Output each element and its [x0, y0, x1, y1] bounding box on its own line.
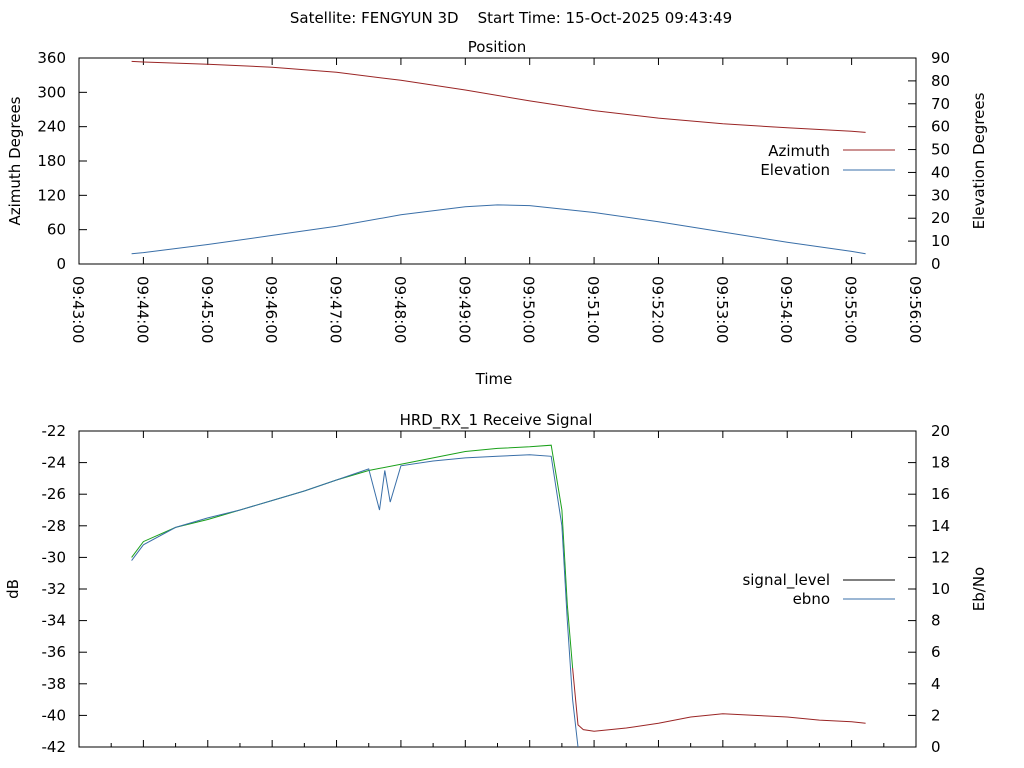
legend-label-elevation: Elevation [760, 161, 830, 179]
y-tick-label: 0 [56, 255, 66, 273]
y-tick-label: -22 [42, 422, 67, 440]
x-tick-label: 09:50:00 [520, 276, 538, 343]
y2-tick-label: 10 [931, 232, 950, 250]
signal-chart: HRD_RX_1 Receive Signal -42-40-38-36-34-… [4, 411, 988, 756]
y-tick-label: -40 [42, 706, 67, 724]
position-y-label: Azimuth Degrees [6, 96, 24, 225]
x-tick-label: 09:53:00 [713, 276, 731, 343]
y-tick-label: 360 [37, 49, 66, 67]
position-chart: Position 0 60 120 180 240 300 360 0 10 20 30 40 50 6… [6, 38, 988, 388]
position-x-ticks: 09:43:00 09:44:00 09:45:00 09:46:00 09:47:00… [69, 58, 924, 343]
x-tick-label: 09:45:00 [198, 276, 216, 343]
y-tick-label: -30 [42, 548, 67, 566]
x-tick-label: 09:55:00 [842, 276, 860, 343]
x-tick-label: 09:52:00 [648, 276, 666, 343]
x-tick-label: 09:44:00 [133, 276, 151, 343]
y2-tick-label: 6 [931, 643, 941, 661]
x-tick-label: 09:43:00 [69, 276, 87, 343]
y2-tick-label: 14 [931, 517, 950, 535]
y-tick-label: 120 [37, 186, 66, 204]
series-line-ebno [131, 454, 579, 748]
y2-tick-label: 16 [931, 485, 950, 503]
position-y2-ticks: 0 10 20 30 40 50 60 70 80 90 [908, 49, 950, 273]
y2-tick-label: 70 [931, 95, 950, 113]
y2-tick-label: 20 [931, 209, 950, 227]
y-tick-label: -36 [42, 643, 67, 661]
signal-title: HRD_RX_1 Receive Signal [400, 411, 593, 430]
signal-y2-label: Eb/No [970, 567, 988, 611]
x-tick-label: 09:46:00 [262, 276, 280, 343]
y-tick-label: -24 [42, 454, 67, 472]
y2-tick-label: 10 [931, 580, 950, 598]
y-tick-label: -28 [42, 517, 67, 535]
signal-x-ticks [78, 431, 917, 747]
series-line-signal-level [572, 667, 866, 732]
y2-tick-label: 30 [931, 186, 950, 204]
position-series [131, 60, 866, 255]
y2-tick-label: 90 [931, 49, 950, 67]
position-x-label: Time [475, 370, 513, 388]
y2-tick-label: 8 [931, 612, 941, 630]
signal-y-label: dB [4, 579, 22, 599]
signal-y-ticks: -42 -40 -38 -36 -34 -32 -30 -28 -26 -24 -22 [42, 422, 87, 756]
y-tick-label: -26 [42, 485, 67, 503]
series-line-azimuth [131, 60, 866, 133]
x-tick-label: 09:49:00 [455, 276, 473, 343]
x-tick-label: 09:54:00 [777, 276, 795, 343]
signal-plot-frame [78, 430, 917, 748]
signal-legend: signal_level ebno [742, 571, 895, 608]
legend-label-ebno: ebno [793, 590, 830, 608]
signal-y2-ticks: 0 2 4 6 8 10 12 14 16 18 20 [908, 422, 950, 756]
y-tick-label: -38 [42, 675, 67, 693]
y-tick-label: 180 [37, 152, 66, 170]
position-title: Position [468, 38, 526, 56]
y2-tick-label: 60 [931, 118, 950, 136]
position-y-ticks: 0 60 120 180 240 300 360 [37, 49, 87, 273]
y2-tick-label: 50 [931, 141, 950, 159]
legend-label-azimuth: Azimuth [768, 142, 830, 160]
x-tick-label: 09:51:00 [584, 276, 602, 343]
y2-tick-label: 80 [931, 72, 950, 90]
y2-tick-label: 12 [931, 548, 950, 566]
y2-tick-label: 20 [931, 422, 950, 440]
y2-tick-label: 18 [931, 454, 950, 472]
y2-tick-label: 2 [931, 706, 941, 724]
y-tick-label: -42 [42, 738, 67, 756]
position-legend: Azimuth Elevation [760, 142, 895, 179]
y2-tick-label: 0 [931, 738, 941, 756]
x-tick-label: 09:47:00 [327, 276, 345, 343]
x-tick-label: 09:48:00 [391, 276, 409, 343]
x-tick-label: 09:56:00 [906, 276, 924, 343]
y2-tick-label: 4 [931, 675, 941, 693]
y-tick-label: -34 [42, 612, 67, 630]
y-tick-label: -32 [42, 580, 67, 598]
series-line-elevation [131, 204, 866, 255]
position-y2-label: Elevation Degrees [970, 92, 988, 229]
legend-label-signal-level: signal_level [742, 571, 830, 590]
y-tick-label: 240 [37, 118, 66, 136]
chart-header: Satellite: FENGYUN 3D Start Time: 15-Oct… [290, 9, 732, 27]
y2-tick-label: 40 [931, 163, 950, 181]
y-tick-label: 60 [47, 221, 66, 239]
y-tick-label: 300 [37, 83, 66, 101]
y2-tick-label: 0 [931, 255, 941, 273]
series-line-signal-level-strong- [131, 444, 574, 669]
signal-series [131, 444, 866, 748]
